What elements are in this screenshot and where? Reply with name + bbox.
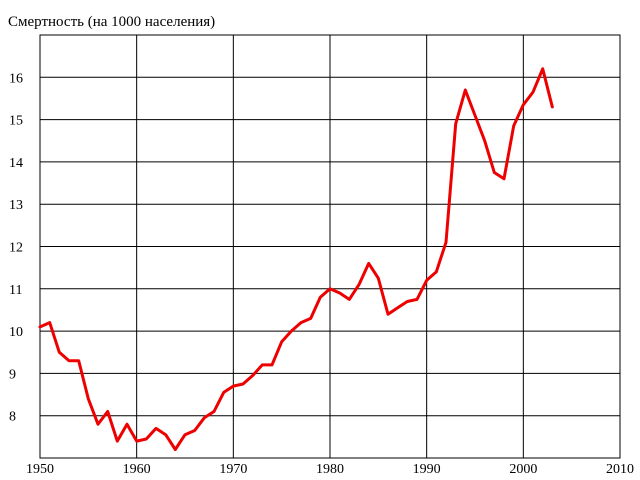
plot-frame	[39, 34, 621, 459]
y-tick-label: 12	[9, 241, 23, 256]
x-tick-label: 1950	[26, 462, 54, 477]
x-tick-label: 1980	[316, 462, 344, 477]
x-tick-label: 1990	[413, 462, 441, 477]
y-tick-label: 8	[9, 410, 16, 425]
x-tick-label: 2000	[509, 462, 537, 477]
tick-labels: 1950 1960 1970 1980 1990 2000 2010 8 9 10 11 12 13 14…	[9, 71, 634, 477]
chart-title: Смертность (на 1000 населения)	[8, 14, 215, 30]
y-tick-label: 11	[9, 283, 22, 298]
y-tick-label: 9	[9, 367, 16, 382]
y-tick-label: 16	[9, 71, 23, 86]
x-tick-label: 1970	[219, 462, 247, 477]
x-tick-label: 2010	[606, 462, 634, 477]
y-tick-label: 15	[9, 114, 23, 129]
y-tick-label: 13	[9, 198, 23, 213]
mortality-series-line	[38, 67, 554, 451]
y-tick-label: 14	[9, 156, 23, 171]
grid	[40, 35, 620, 458]
y-tick-label: 10	[9, 325, 23, 340]
x-tick-label: 1960	[123, 462, 151, 477]
